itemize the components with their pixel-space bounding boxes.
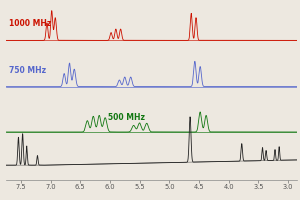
Text: 500 MHz: 500 MHz — [108, 113, 145, 122]
Text: 750 MHz: 750 MHz — [9, 66, 46, 75]
Text: 1000 MHz: 1000 MHz — [9, 19, 51, 28]
